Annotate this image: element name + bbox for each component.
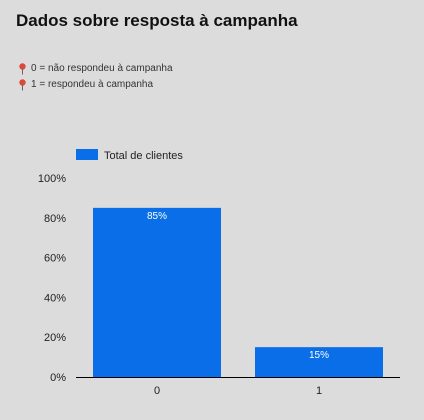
pin-icon	[19, 63, 26, 75]
y-tick-label: 100%	[38, 173, 66, 185]
note-text: 1 = respondeu à campanha	[31, 79, 154, 90]
pin-icon	[19, 79, 26, 91]
note-item: 1 = respondeu à campanha	[18, 77, 173, 93]
x-tick-label: 0	[154, 385, 160, 397]
y-tick-label: 0%	[50, 372, 66, 384]
y-tick-label: 40%	[44, 292, 66, 304]
data-label: 15%	[309, 350, 329, 361]
data-label: 85%	[147, 211, 167, 222]
x-tick-label: 1	[316, 385, 322, 397]
y-tick-label: 60%	[44, 253, 66, 265]
bar	[255, 347, 383, 377]
legend-label: Total de clientes	[104, 150, 183, 162]
bar	[93, 207, 221, 377]
note-item: 0 = não respondeu à campanha	[18, 61, 173, 77]
page-title: Dados sobre resposta à campanha	[16, 11, 298, 30]
y-tick-label: 20%	[44, 332, 66, 344]
note-text: 0 = não respondeu à campanha	[31, 63, 173, 74]
y-tick-label: 80%	[44, 213, 66, 225]
legend-swatch	[76, 149, 98, 160]
legend-notes: 0 = não respondeu à campanha 1 = respond…	[18, 61, 173, 93]
